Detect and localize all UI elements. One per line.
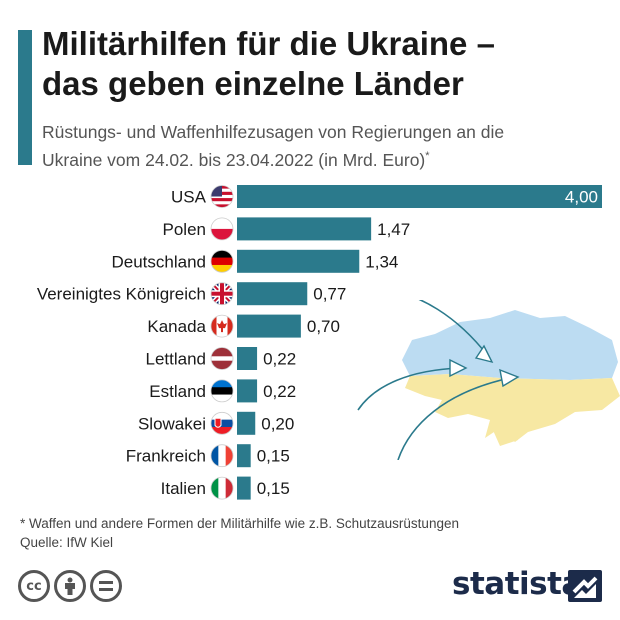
title-line-1: Militärhilfen für die Ukraine –: [42, 25, 495, 62]
value-label: 0,70: [307, 317, 340, 336]
arrow-head-2: [449, 358, 468, 378]
category-label: Vereinigtes Königreich: [37, 285, 206, 304]
bar-row-2: Deutschland 1,34: [111, 249, 398, 273]
arrow-head-1: [474, 344, 494, 364]
value-label: 0,22: [263, 350, 296, 369]
category-label: USA: [171, 188, 207, 207]
chart-subtitle: Rüstungs- und Waffenhilfezusagen von Reg…: [42, 120, 612, 172]
it-flag-icon: [210, 476, 234, 500]
gb-flag-icon: [210, 282, 234, 306]
bar: [237, 379, 258, 403]
subtitle-footnote-mark: *: [425, 150, 430, 162]
subtitle-line-1: Rüstungs- und Waffenhilfezusagen von Reg…: [42, 122, 505, 142]
bar-row-4: Kanada 0,70: [147, 314, 340, 338]
crimea: [492, 426, 518, 446]
de-flag-icon: [210, 249, 234, 273]
category-label: Kanada: [147, 317, 206, 336]
bar: [237, 185, 602, 208]
bar-row-7: Slowakei 0,20: [138, 411, 294, 435]
arrow-curve-1: [418, 300, 489, 357]
arrow-curve-3: [397, 377, 511, 460]
value-label: 0,20: [261, 414, 294, 433]
bar-row-9: Italien 0,15: [161, 476, 290, 500]
lv-flag-icon: [210, 347, 234, 370]
value-label: 4,00: [565, 188, 598, 207]
footnote: * Waffen und andere Formen der Militärhi…: [20, 516, 459, 531]
cc-icon[interactable]: cc: [18, 570, 50, 602]
value-label: 1,34: [365, 252, 398, 271]
category-label: Deutschland: [111, 252, 206, 271]
bar: [237, 347, 258, 370]
bar-row-5: Lettland 0,22: [146, 347, 296, 370]
sk-flag-icon: [210, 411, 234, 435]
bar: [237, 444, 251, 468]
value-label: 0,77: [313, 285, 346, 304]
bar: [237, 249, 360, 273]
category-label: Estland: [149, 382, 206, 401]
subtitle-line-2-text: Ukraine vom 24.02. bis 23.04.2022 (in Mr…: [42, 149, 426, 170]
arrow-head-3: [499, 368, 520, 388]
bar: [237, 411, 256, 435]
pl-flag-icon: [210, 217, 234, 241]
category-label: Slowakei: [138, 414, 206, 433]
bar: [237, 282, 308, 306]
license-icons: cc: [18, 570, 122, 602]
category-label: Frankreich: [126, 447, 206, 466]
us-flag-icon: [210, 185, 234, 208]
bar: [237, 476, 251, 500]
statista-logo-text[interactable]: statista: [452, 566, 582, 602]
ca-flag-icon: [210, 314, 234, 338]
bar-row-3: Vereinigtes Königreich 0,77: [37, 282, 346, 306]
bar-chart: USA 4,00 Polen 1,47 Deutschland 1,34 Vereinigt…: [37, 185, 602, 500]
category-label: Italien: [161, 479, 206, 498]
bar-row-1: Polen 1,47: [163, 217, 410, 241]
value-label: 0,15: [257, 447, 290, 466]
accent-bar: [18, 30, 32, 165]
source: Quelle: IfW Kiel: [20, 535, 114, 550]
fr-flag-icon: [210, 444, 234, 468]
value-label: 1,47: [377, 220, 410, 239]
no-derivatives-icon[interactable]: [90, 570, 122, 602]
value-label: 0,15: [257, 479, 290, 498]
statista-logo-icon[interactable]: [568, 570, 602, 602]
category-label: Lettland: [146, 350, 207, 369]
category-label: Polen: [163, 220, 206, 239]
subtitle-line-2: Ukraine vom 24.02. bis 23.04.2022 (in Mr…: [42, 144, 612, 172]
chart-title: Militärhilfen für die Ukraine – das gebe…: [42, 24, 612, 104]
bar: [237, 217, 372, 241]
title-line-2: das geben einzelne Länder: [42, 65, 464, 102]
attribution-icon[interactable]: [54, 570, 86, 602]
value-label: 0,22: [263, 382, 296, 401]
bar-row-0: USA 4,00: [171, 185, 602, 208]
bar-row-8: Frankreich 0,15: [126, 444, 290, 468]
arrow-curve-2: [357, 367, 461, 411]
ukraine-map-south: [405, 374, 620, 442]
ee-flag-icon: [210, 379, 234, 403]
bar: [237, 314, 301, 338]
bar-row-6: Estland 0,22: [149, 379, 296, 403]
ukraine-map-icon: [357, 300, 620, 460]
